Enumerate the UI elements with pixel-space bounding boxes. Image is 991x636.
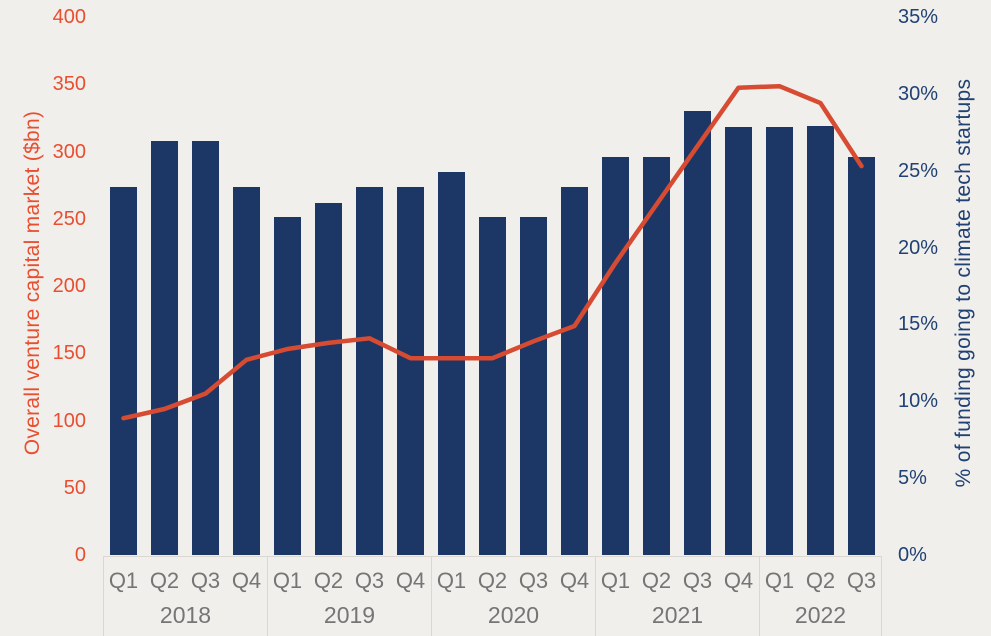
x-tick-2022-Q2: Q2	[805, 568, 836, 593]
left-axis-tick-50: 50	[63, 476, 86, 499]
x-tick-2019-Q1: Q1	[272, 568, 303, 593]
bar-2022-Q2	[807, 125, 834, 555]
year-group-2022: 2022	[759, 557, 882, 636]
x-tick-2021-Q2: Q2	[641, 568, 672, 593]
x-tick-2019-Q3: Q3	[354, 568, 385, 593]
x-tick-2021-Q3: Q3	[682, 568, 713, 593]
right-axis-tick-5: 5%	[898, 467, 927, 490]
x-year-label-2020: 2020	[487, 602, 540, 628]
x-year-label-2022: 2022	[794, 602, 847, 628]
year-group-2020: 2020	[431, 557, 595, 636]
x-tick-2021-Q4: Q4	[723, 568, 754, 593]
bar-2020-Q4	[561, 186, 588, 555]
x-tick-2020-Q1: Q1	[436, 568, 467, 593]
x-tick-2018-Q4: Q4	[231, 568, 262, 593]
x-tick-2018-Q1: Q1	[108, 568, 139, 593]
line-series-svg	[121, 83, 864, 421]
x-tick-2021-Q1: Q1	[600, 568, 631, 593]
bar-2021-Q1	[602, 156, 629, 555]
x-tick-2020-Q3: Q3	[518, 568, 549, 593]
right-axis-tick-20: 20%	[898, 236, 939, 259]
bar-2019-Q4	[397, 186, 424, 555]
right-axis-tick-30: 30%	[898, 82, 939, 105]
bar-2019-Q3	[356, 186, 383, 555]
climate-tech-share-line	[121, 83, 864, 421]
left-axis-tick-400: 400	[52, 6, 86, 28]
x-tick-2018-Q2: Q2	[149, 568, 180, 593]
x-year-label-2021: 2021	[651, 602, 704, 628]
x-axis-band: 2018 Q1 Q2 Q3 Q4 2019 Q1 Q2 Q3 Q4 2020 Q1 Q2 Q3 Q4 2021…	[103, 556, 882, 636]
left-axis-tick-250: 250	[52, 207, 86, 230]
bar-2018-Q3	[192, 140, 219, 555]
year-group-2018: 2018	[103, 557, 267, 636]
bar-2018-Q2	[151, 140, 178, 555]
left-axis-tick-0: 0	[74, 544, 86, 566]
x-year-label-2018: 2018	[159, 602, 212, 628]
left-axis-tick-300: 300	[52, 140, 86, 163]
right-axis-tick-0: 0%	[898, 544, 927, 566]
x-tick-2019-Q4: Q4	[395, 568, 426, 593]
bar-2022-Q3	[848, 156, 875, 555]
bar-2018-Q4	[233, 186, 260, 555]
right-axis-tick-25: 25%	[898, 159, 939, 182]
bar-2021-Q3	[684, 111, 711, 555]
left-axis-tick-100: 100	[52, 409, 86, 432]
bar-2020-Q3	[520, 217, 547, 555]
x-tick-2022-Q1: Q1	[764, 568, 795, 593]
x-tick-2020-Q2: Q2	[477, 568, 508, 593]
x-tick-2020-Q4: Q4	[559, 568, 590, 593]
right-axis-tick-35: 35%	[898, 6, 939, 28]
bar-2022-Q1	[766, 127, 793, 555]
bar-2021-Q2	[643, 156, 670, 555]
bar-2019-Q2	[315, 202, 342, 555]
left-axis-tick-200: 200	[52, 275, 86, 297]
left-axis-tick-150: 150	[52, 342, 86, 365]
x-tick-2018-Q3: Q3	[190, 568, 221, 593]
plot-area	[103, 17, 882, 555]
x-tick-2019-Q2: Q2	[313, 568, 344, 593]
year-group-2019: 2019	[267, 557, 431, 636]
year-group-2021: 2021	[595, 557, 759, 636]
bar-2020-Q1	[438, 171, 465, 555]
x-tick-2022-Q3: Q3	[846, 568, 877, 593]
bar-2020-Q2	[479, 217, 506, 555]
bar-2021-Q4	[725, 127, 752, 555]
x-year-label-2019: 2019	[323, 602, 376, 628]
bar-2018-Q1	[110, 186, 137, 555]
bar-2019-Q1	[274, 217, 301, 555]
left-axis-tick-350: 350	[52, 73, 86, 96]
right-axis-title: % of funding going to climate tech start…	[952, 78, 975, 488]
right-axis-tick-15: 15%	[898, 313, 939, 336]
right-axis-tick-10: 10%	[898, 390, 939, 413]
